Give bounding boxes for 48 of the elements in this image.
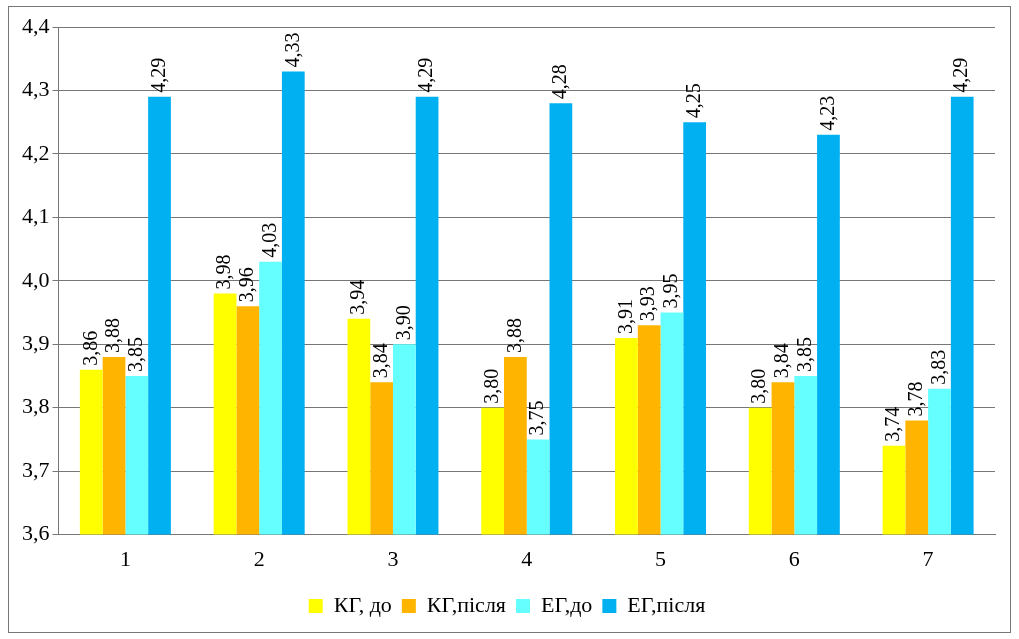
x-tick-label: 5 [655, 545, 667, 571]
legend-label: КГ, до [333, 591, 392, 617]
legend-label: ЕГ,до [540, 591, 593, 617]
data-label: 3,78 [903, 381, 926, 417]
data-label: 4,28 [548, 64, 571, 100]
data-label: 3,84 [770, 343, 793, 379]
data-label: 3,88 [502, 317, 525, 353]
data-label: 3,98 [212, 254, 235, 290]
data-label: 3,85 [124, 336, 147, 372]
data-label: 4,29 [414, 57, 437, 93]
y-tick-label: 3,6 [22, 520, 50, 546]
data-label: 4,33 [280, 32, 303, 68]
data-label: 4,29 [146, 57, 169, 93]
y-tick-label: 4,1 [22, 203, 50, 229]
y-tick-label: 4,2 [22, 139, 50, 165]
y-tick-label: 3,7 [22, 456, 50, 482]
x-tick-label: 6 [788, 545, 800, 571]
data-label: 4,03 [257, 222, 280, 258]
y-tick-label: 4,0 [22, 266, 50, 292]
x-tick-label: 2 [253, 545, 265, 571]
data-label: 3,80 [747, 368, 770, 404]
y-tick-label: 4,4 [22, 12, 50, 38]
data-label: 3,95 [659, 273, 682, 309]
x-tick-label: 3 [387, 545, 399, 571]
x-tick-label: 4 [521, 545, 533, 571]
data-label: 3,85 [792, 336, 815, 372]
data-label: 3,88 [101, 317, 124, 353]
data-label: 4,23 [815, 95, 838, 131]
data-label: 3,74 [881, 406, 904, 442]
data-label: 3,91 [613, 298, 636, 334]
y-tick-label: 3,8 [22, 393, 50, 419]
data-label: 3,93 [636, 286, 659, 322]
data-label: 3,90 [391, 305, 414, 341]
x-tick-label: 1 [119, 545, 131, 571]
data-label: 3,94 [346, 279, 369, 315]
data-label: 3,96 [235, 267, 258, 303]
data-label: 3,83 [926, 349, 949, 385]
x-tick-label: 7 [922, 545, 934, 571]
data-label: 3,80 [479, 368, 502, 404]
data-label: 3,75 [525, 400, 548, 436]
data-label: 4,25 [681, 83, 704, 119]
y-tick-label: 3,9 [22, 330, 50, 356]
legend-label: КГ,після [426, 591, 506, 617]
legend-label: ЕГ,після [627, 591, 706, 617]
data-label: 4,29 [949, 57, 972, 93]
y-tick-label: 4,3 [22, 76, 50, 102]
data-label: 3,86 [78, 330, 101, 366]
data-label: 3,84 [368, 343, 391, 379]
